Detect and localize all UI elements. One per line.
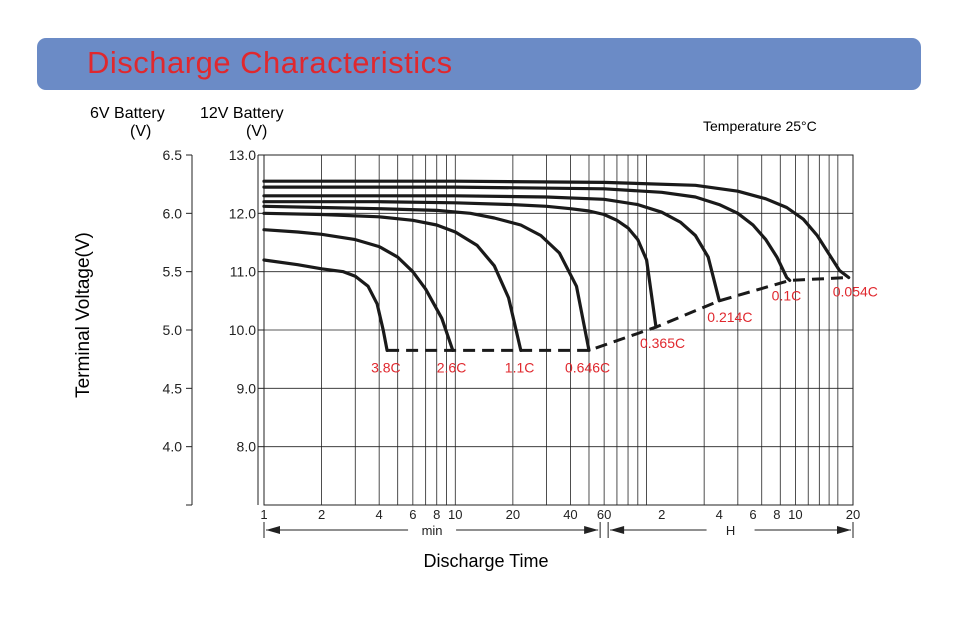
rate-label: 3.8C [371, 359, 401, 375]
x-tick-label-min: 60 [597, 507, 611, 522]
x-tick-label-min: 8 [433, 507, 440, 522]
axis-6v-tick-label: 5.0 [163, 322, 183, 338]
x-tick-label-h: 20 [846, 507, 860, 522]
series-line-0_214C [262, 194, 721, 303]
x-tick-label-min: 10 [448, 507, 462, 522]
rate-label: 2.6C [437, 359, 467, 375]
axis-6v-tick-label: 4.0 [163, 439, 183, 455]
series-layer [262, 179, 851, 352]
x-tick-label-min: 40 [563, 507, 577, 522]
axis-12v-tick-label: 9.0 [237, 380, 257, 396]
axis-6v-unit: (V) [130, 123, 151, 140]
x-axis-label: Discharge Time [423, 551, 548, 571]
axis-6v-tick-label: 6.5 [163, 147, 183, 163]
x-tick-label-h: 8 [773, 507, 780, 522]
axis-12v-tick-label: 13.0 [229, 147, 256, 163]
axis-6v-tick-label: 5.5 [163, 264, 183, 280]
series-line-2_6C [262, 228, 455, 352]
x-tick-label-h: 6 [749, 507, 756, 522]
series-line-0_054C [262, 179, 851, 280]
axis-6v-tick-label: 4.5 [163, 380, 183, 396]
axis-12v-title: 12V Battery [200, 105, 284, 122]
x-unit-h-arrow [837, 526, 851, 534]
x-unit-min-arrow [584, 526, 599, 534]
rate-label: 0.646C [565, 359, 610, 375]
cutoff-voltage-line [387, 276, 849, 352]
axis-12v-tick-label: 10.0 [229, 322, 256, 338]
x-unit-h-arrow [610, 526, 625, 534]
rate-label: 0.214C [707, 309, 752, 325]
page-title: Discharge Characteristics [87, 45, 453, 80]
axis-12v-unit: (V) [246, 123, 267, 140]
axis-12v-tick-label: 8.0 [237, 439, 257, 455]
series-line-3_8C [262, 258, 389, 352]
axis-12v-tick-label: 12.0 [229, 205, 256, 221]
axis-12v-tick-label: 11.0 [230, 264, 256, 280]
x-unit-h-label: H [726, 523, 735, 538]
temperature-note: Temperature 25°C [703, 118, 817, 134]
rate-label: 0.365C [640, 335, 685, 351]
x-unit-min-arrow [266, 526, 280, 534]
x-tick-label-min: 2 [318, 507, 325, 522]
x-tick-label-min: 20 [506, 507, 520, 522]
label-layer: 3.8C 2.6C 1.1C 0.646C 0.365C 0.214C 0.1C 0.054C [371, 284, 878, 376]
series-line-0_646C [262, 204, 591, 352]
rate-label: 0.054C [833, 284, 878, 300]
x-tick-label-h: 2 [658, 507, 665, 522]
rate-label: 0.1C [772, 287, 802, 303]
title-banner: Discharge Characteristics [37, 38, 921, 90]
x-tick-label-min: 1 [260, 507, 267, 522]
axis-layer: 6.5 13.0 6.0 12.0 5.5 11.0 5.0 10.0 4.5 9.0 4.0 8.0… [163, 147, 860, 538]
x-tick-label-h: 10 [788, 507, 802, 522]
series-line-1_1C [262, 211, 523, 352]
series-line-0_1C [262, 185, 792, 282]
axis-6v-title: 6V Battery [90, 105, 165, 122]
y-axis-label: Terminal Voltage(V) [73, 232, 94, 398]
axis-6v-tick-label: 6.0 [163, 205, 183, 221]
x-tick-label-min: 4 [376, 507, 383, 522]
series-line-0_365C [262, 200, 658, 329]
x-unit-min-label: min [422, 523, 443, 538]
x-tick-label-h: 4 [716, 507, 723, 522]
rate-label: 1.1C [505, 359, 535, 375]
x-tick-label-min: 6 [409, 507, 416, 522]
